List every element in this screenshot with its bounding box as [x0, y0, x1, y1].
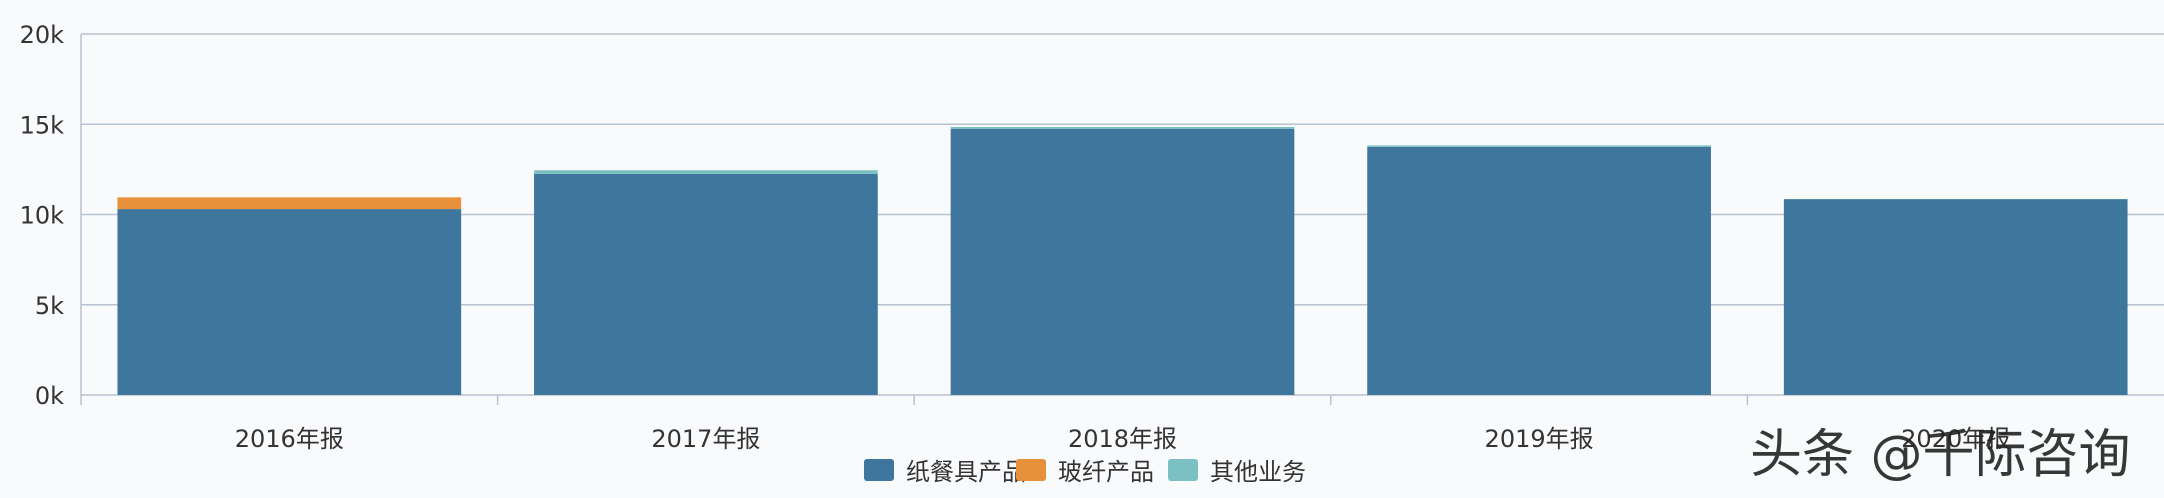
bars-layer — [117, 126, 2128, 395]
bar-segment — [117, 209, 462, 395]
bar-segment — [1367, 145, 1711, 147]
legend-item[interactable]: 玻纤产品 — [1016, 458, 1154, 486]
bar-segment — [534, 173, 878, 395]
x-tick-label: 2019年报 — [1485, 425, 1594, 453]
y-tick-label: 0k — [35, 382, 64, 410]
legend-label: 其他业务 — [1210, 458, 1306, 486]
legend-swatch — [1016, 459, 1046, 481]
legend-label: 纸餐具产品 — [906, 458, 1026, 486]
legend-item[interactable]: 纸餐具产品 — [864, 458, 1026, 486]
bar-segment — [1367, 146, 1711, 395]
legend-label: 玻纤产品 — [1058, 458, 1154, 486]
watermark: 头条 @千际咨询 — [1750, 425, 2131, 485]
legend-item[interactable]: 其他业务 — [1168, 458, 1306, 486]
y-tick-label: 15k — [20, 111, 65, 139]
axis-layer: 0k 5k 10k 15k 20k 2016年报 2017年报 2018年报 2019年报 202… — [20, 21, 2011, 453]
y-tick-label: 10k — [20, 202, 65, 230]
y-tick-label: 20k — [20, 21, 65, 49]
x-tick-label: 2018年报 — [1068, 425, 1177, 453]
bar-segment — [534, 170, 878, 174]
bar-segment — [1783, 199, 2128, 395]
legend: 纸餐具产品 玻纤产品 其他业务 — [864, 458, 1306, 486]
y-tick-label: 5k — [35, 292, 64, 320]
bar-segment — [117, 197, 462, 210]
legend-swatch — [864, 459, 894, 481]
bar-segment — [950, 128, 1295, 395]
watermark-text: 头条 @千际咨询 — [1750, 425, 2131, 485]
legend-swatch — [1168, 459, 1198, 481]
x-tick-label: 2020年报 — [1901, 425, 2010, 453]
bar-segment — [950, 126, 1295, 129]
x-tick-label: 2017年报 — [651, 425, 760, 453]
x-tick-label: 2016年报 — [235, 425, 344, 453]
